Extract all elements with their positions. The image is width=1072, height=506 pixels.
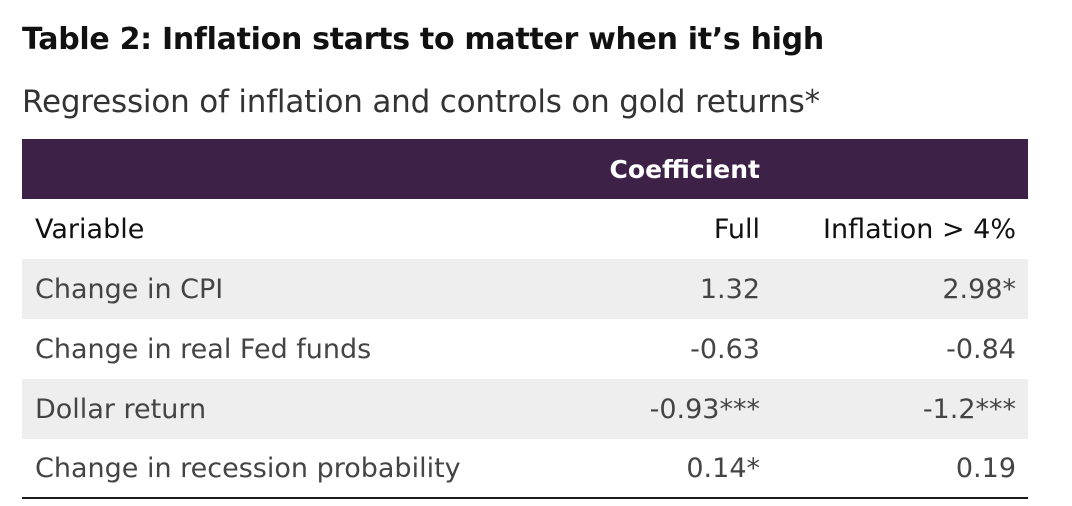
full-coefficient-cell: -0.93*** <box>649 393 760 425</box>
column-header-full: Full <box>713 213 760 245</box>
full-coefficient-cell: -0.63 <box>690 333 760 365</box>
table-title: Table 2: Inflation starts to matter when… <box>22 22 824 57</box>
full-coefficient-cell: 0.14* <box>686 452 760 484</box>
full-coefficient-cell: 1.32 <box>699 273 760 305</box>
column-header-row: Variable Full Inflation > 4% <box>22 199 1028 259</box>
column-header-inflation-gt-4: Inflation > 4% <box>823 213 1016 245</box>
inflation-coefficient-cell: -0.84 <box>946 333 1016 365</box>
group-header-row: Coefficient <box>22 139 1028 199</box>
variable-cell: Dollar return <box>35 393 207 425</box>
variable-cell: Change in real Fed funds <box>35 333 372 365</box>
regression-table: Coefficient Variable Full Inflation > 4%… <box>22 139 1028 499</box>
inflation-coefficient-cell: 2.98* <box>942 273 1016 305</box>
inflation-coefficient-cell: -1.2*** <box>922 393 1016 425</box>
variable-cell: Change in CPI <box>35 273 224 305</box>
table-row: Dollar return -0.93*** -1.2*** <box>22 379 1028 439</box>
table-row: Change in real Fed funds -0.63 -0.84 <box>22 319 1028 379</box>
inflation-coefficient-cell: 0.19 <box>955 452 1016 484</box>
table-row: Change in recession probability 0.14* 0.… <box>22 439 1028 499</box>
table-subtitle: Regression of inflation and controls on … <box>22 84 820 120</box>
coefficient-group-header: Coefficient <box>609 154 760 184</box>
variable-cell: Change in recession probability <box>35 452 461 484</box>
column-header-variable: Variable <box>35 213 145 245</box>
table-row: Change in CPI 1.32 2.98* <box>22 259 1028 319</box>
